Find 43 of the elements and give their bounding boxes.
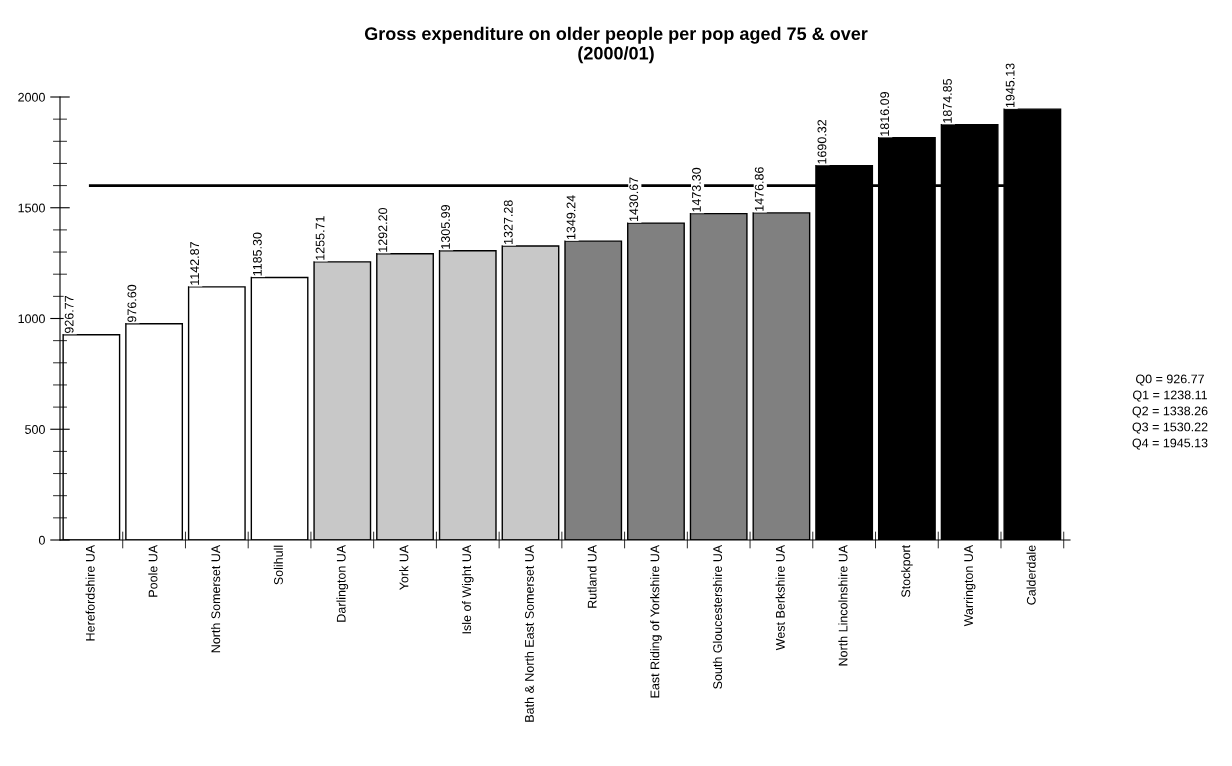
data-label: 1185.30 [252, 232, 262, 276]
data-label: 1292.20 [378, 207, 388, 252]
data-label: 1305.99 [441, 205, 450, 249]
chart-title: Gross expenditure on older people per pop aged 75 & over (2000/01) [364, 26, 868, 64]
x-tick-label: Stockport [901, 544, 913, 598]
y-tick-label: 0 [38, 535, 45, 545]
y-tick-label: 1500 [18, 203, 45, 213]
data-label: 1430.67 [629, 177, 639, 222]
x-tick-label: Poole UA [148, 544, 158, 597]
x-tick-label: Warrington UA [963, 544, 976, 627]
x-tick-label: Rutland UA [587, 544, 597, 608]
x-tick-label: Isle of Wight UA [461, 544, 474, 634]
x-tick-label: York UA [399, 544, 409, 590]
x-tick-label: South Gloucestershire UA [712, 544, 723, 689]
data-label: 976.60 [127, 284, 137, 322]
data-label: 1349.24 [566, 195, 576, 240]
data-label: 1327.28 [503, 200, 513, 244]
data-label: 1476.86 [754, 167, 764, 211]
text: Q0 = 926.77 [1136, 374, 1204, 386]
x-tick-label: Bath & North East Somerset UA [524, 544, 534, 722]
data-label: 1142.87 [190, 242, 200, 285]
text: Q2 = 1338.26 [1132, 406, 1208, 418]
x-tick-label: North Somerset UA [211, 544, 221, 653]
data-label: 1690.32 [817, 119, 827, 164]
data-label: 1874.85 [942, 78, 952, 123]
x-tick-label: East Riding of Yorkshire UA [650, 544, 662, 698]
data-label: 1255.71 [315, 216, 325, 260]
x-tick-label: Solihull [273, 545, 283, 585]
text: Q1 = 1238.11 [1133, 390, 1207, 402]
data-label: 1945.13 [1005, 63, 1015, 108]
x-tick-label: North Lincolnshire UA [838, 544, 848, 666]
text: Q4 = 1945.13 [1132, 438, 1208, 450]
text: Q3 = 1530.22 [1132, 422, 1208, 434]
x-tick-label: Herefordshire UA [85, 544, 95, 641]
x-tick-label: Darlington UA [336, 544, 349, 622]
x-tick-label: West Berkshire UA [775, 544, 785, 651]
y-tick-label: 500 [25, 425, 45, 434]
data-label: 1816.09 [880, 92, 890, 136]
data-label: 1473.30 [692, 167, 701, 212]
data-label: 926.77 [64, 296, 74, 334]
y-tick-label: 1000 [18, 314, 45, 324]
y-tick-label: 2000 [18, 92, 45, 102]
x-tick-label: Calderdale [1026, 545, 1036, 605]
